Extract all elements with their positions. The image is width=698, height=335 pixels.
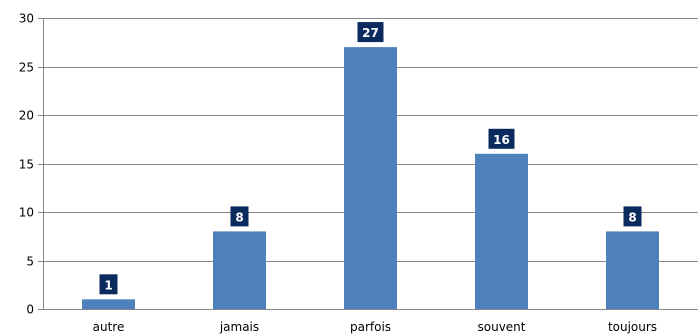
- y-tick-label: 10: [19, 206, 34, 220]
- bar-autre: [82, 299, 135, 309]
- x-category-label: jamais: [219, 320, 259, 334]
- y-tick-label: 0: [26, 303, 34, 317]
- y-tick-label: 15: [19, 158, 34, 172]
- data-label-box: [357, 22, 384, 43]
- data-label-box: [99, 274, 118, 295]
- data-label-box: [623, 206, 642, 227]
- data-label: 8: [235, 210, 243, 224]
- bars: 1 8 27 16 8: [82, 22, 659, 309]
- data-label: 1: [104, 278, 112, 292]
- y-tick-label: 25: [19, 61, 34, 75]
- data-label-box: [488, 128, 515, 149]
- data-label: 16: [493, 133, 510, 147]
- y-tick-label: 30: [19, 12, 34, 26]
- x-category-label: autre: [93, 320, 125, 334]
- y-axis: 0 5 10 15 20 25 30: [19, 12, 44, 317]
- bar-parfois: [344, 47, 397, 309]
- data-label: 8: [628, 210, 636, 224]
- x-category-label: toujours: [608, 320, 657, 334]
- bar-toujours: [606, 231, 659, 309]
- y-tick-label: 20: [19, 109, 34, 123]
- bar-souvent: [475, 153, 528, 309]
- x-category-label: souvent: [478, 320, 526, 334]
- data-label: 27: [362, 26, 379, 40]
- bar-jamais: [213, 231, 266, 309]
- x-category-label: parfois: [350, 320, 391, 334]
- data-label-box: [230, 206, 249, 227]
- y-tick-label: 5: [26, 255, 34, 269]
- x-axis: autre jamais parfois souvent toujours: [43, 309, 698, 334]
